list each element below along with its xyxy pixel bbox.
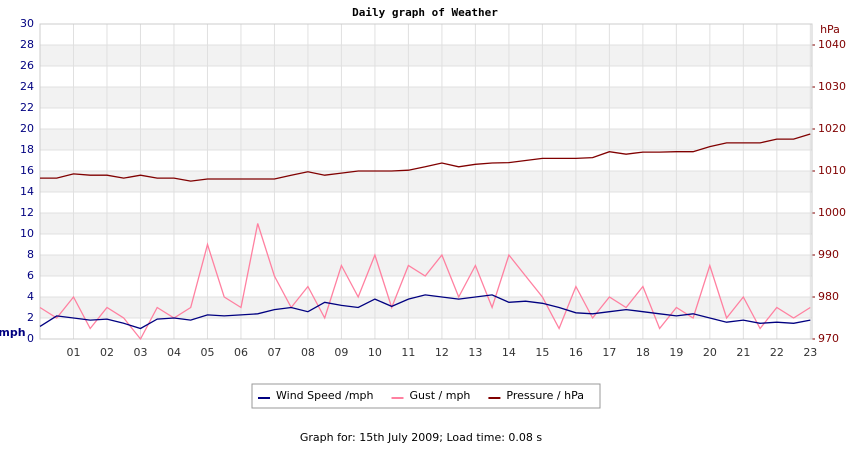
- y-tick-label: 30: [20, 17, 34, 30]
- x-tick-label: 16: [569, 346, 583, 359]
- x-tick-label: 14: [502, 346, 516, 359]
- x-tick-label: 17: [602, 346, 616, 359]
- y-tick-label: 0: [27, 332, 34, 345]
- x-tick-label: 10: [368, 346, 382, 359]
- grid-band: [40, 45, 812, 66]
- y-tick-label: 24: [20, 80, 34, 93]
- x-tick-label: 05: [200, 346, 214, 359]
- x-tick-label: 04: [167, 346, 181, 359]
- x-tick-label: 13: [468, 346, 482, 359]
- grid: [40, 23, 812, 340]
- x-tick-label: 09: [334, 346, 348, 359]
- y2-tick-label: 990: [818, 248, 839, 261]
- y2-axis-label: hPa: [820, 23, 840, 36]
- series-line: [39, 223, 811, 341]
- x-tick-label: 18: [636, 346, 650, 359]
- x-tick-label: 11: [401, 346, 415, 359]
- legend-box: [251, 383, 601, 409]
- grid-band: [40, 171, 812, 192]
- grid-band: [40, 87, 812, 108]
- legend-label: Wind Speed /mph: [276, 389, 374, 402]
- x-tick-label: 19: [669, 346, 683, 359]
- y-tick-label: 18: [20, 143, 34, 156]
- y-tick-label: 8: [27, 248, 34, 261]
- x-tick-label: 03: [133, 346, 147, 359]
- y-tick-label: 16: [20, 164, 34, 177]
- y-tick-label: 10: [20, 227, 34, 240]
- x-tick-label: 08: [301, 346, 315, 359]
- y2-tick-label: 1040: [818, 38, 846, 51]
- x-tick-label: 23: [803, 346, 817, 359]
- x-tick-label: 12: [435, 346, 449, 359]
- legend-label: Gust / mph: [410, 389, 471, 402]
- x-tick-label: 07: [267, 346, 281, 359]
- y-tick-label: 4: [27, 290, 34, 303]
- x-tick-label: 06: [234, 346, 248, 359]
- chart-title: Daily graph of Weather: [352, 6, 498, 19]
- grid-band: [40, 213, 812, 234]
- x-tick-label: 15: [535, 346, 549, 359]
- y-tick-label: 26: [20, 59, 34, 72]
- y-tick-label: 14: [20, 185, 34, 198]
- plot-border: [39, 23, 813, 340]
- y-tick-label: 28: [20, 38, 34, 51]
- y-axis-label: mph: [0, 326, 26, 339]
- y-tick-label: 12: [20, 206, 34, 219]
- y-tick-label: 20: [20, 122, 34, 135]
- legend: Wind Speed /mph Gust / mph Pressure / hPa: [251, 383, 601, 409]
- grid-band: [40, 129, 812, 150]
- series-line: [40, 133, 811, 182]
- x-tick-label: 21: [736, 346, 750, 359]
- y2-tick-label: 970: [818, 332, 839, 345]
- x-tick-label: 22: [770, 346, 784, 359]
- y2-tick-label: 1010: [818, 164, 846, 177]
- x-tick-label: 20: [703, 346, 717, 359]
- y2-tick-label: 1030: [818, 80, 846, 93]
- footer: Graph for: 15th July 2009; Load time: 0.…: [300, 431, 543, 444]
- grid-band: [40, 255, 812, 276]
- series-line: [39, 294, 811, 330]
- x-tick-label: 01: [66, 346, 80, 359]
- legend-label: Pressure / hPa: [506, 389, 584, 402]
- y-tick-label: 22: [20, 101, 34, 114]
- x-tick-label: 02: [100, 346, 114, 359]
- y-tick-label: 6: [27, 269, 34, 282]
- y2-tick-label: 1000: [818, 206, 846, 219]
- y2-tick-label: 1020: [818, 122, 846, 135]
- y2-tick-label: 980: [818, 290, 839, 303]
- y-tick-label: 2: [27, 311, 34, 324]
